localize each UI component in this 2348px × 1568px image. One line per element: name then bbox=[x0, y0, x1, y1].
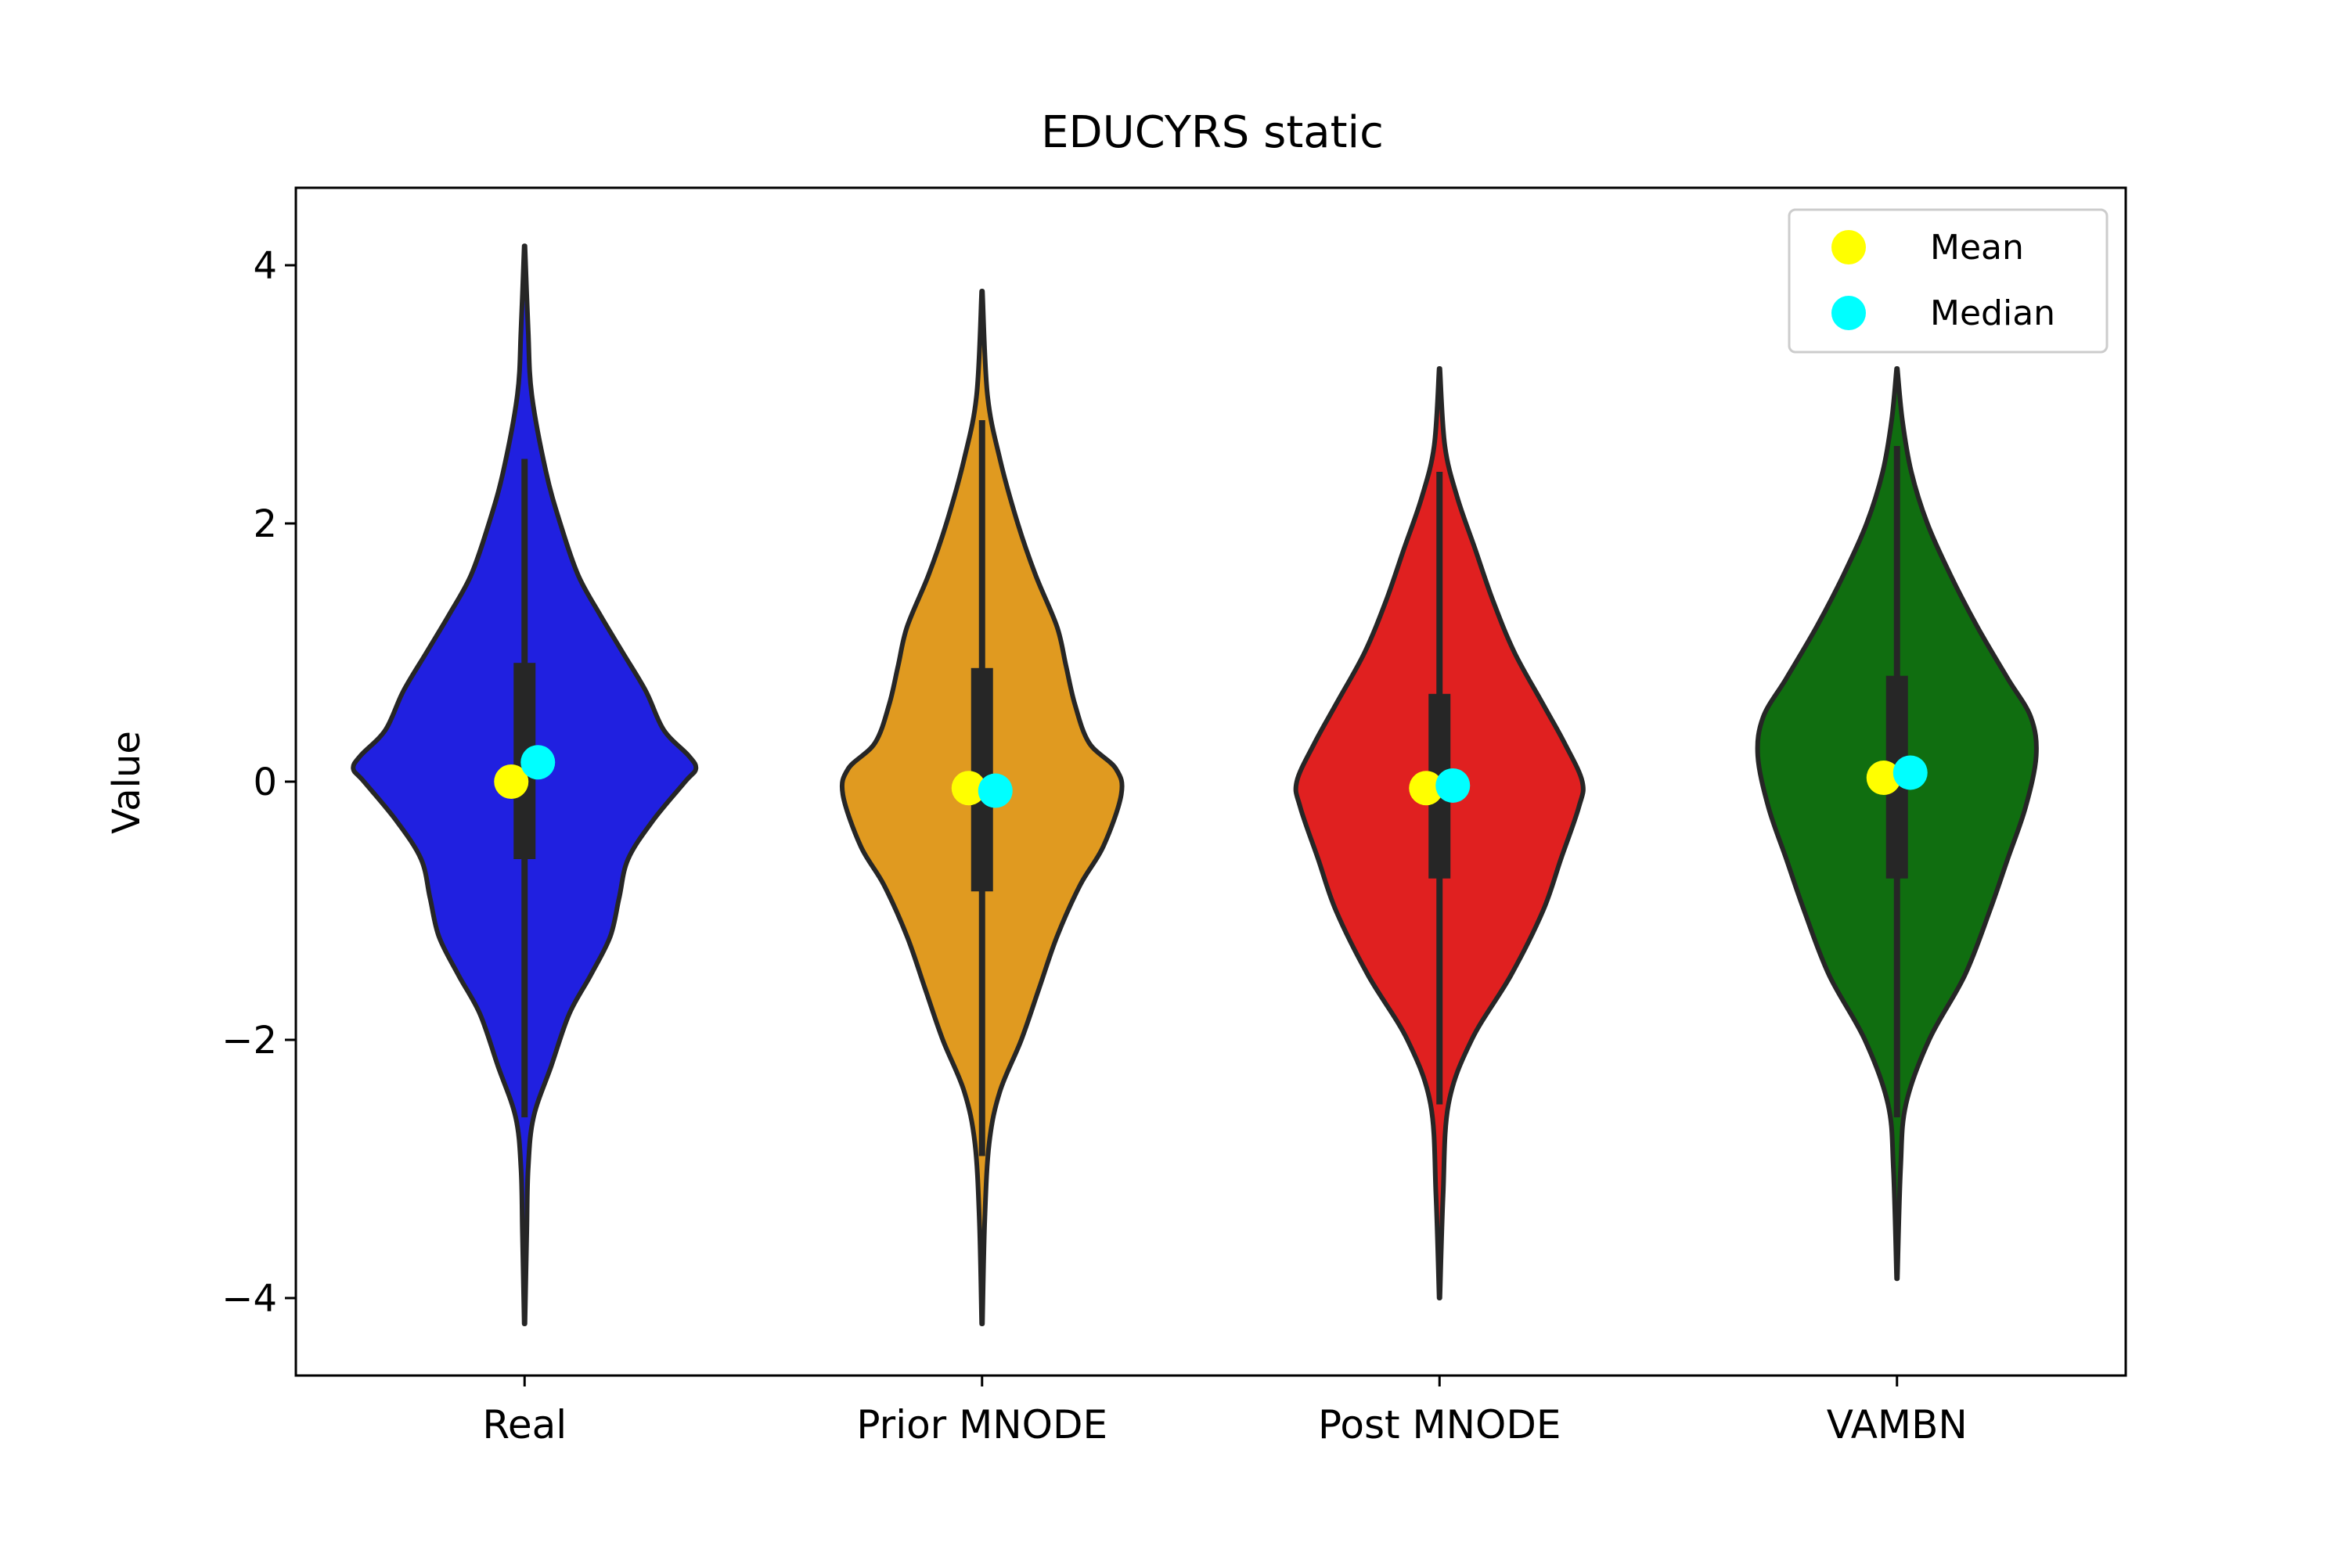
median-point bbox=[1435, 768, 1471, 803]
x-tick-label: Post MNODE bbox=[1318, 1402, 1561, 1448]
x-tick-label: Real bbox=[482, 1402, 567, 1448]
mean-point bbox=[494, 764, 529, 799]
y-tick-label: 0 bbox=[253, 761, 277, 804]
y-tick-label: −2 bbox=[221, 1019, 277, 1063]
median-point bbox=[978, 773, 1013, 808]
legend-label-mean: Mean bbox=[1930, 228, 2024, 268]
plot-area: 4 2 0 −2 −4 Real Prior MNODE Post MNODE VAMBN bbox=[221, 186, 2127, 1448]
mean-point bbox=[1866, 761, 1901, 796]
violin-prior-mnode bbox=[839, 289, 1125, 1326]
median-point bbox=[520, 745, 556, 780]
mean-point bbox=[951, 771, 986, 806]
legend-label-median: Median bbox=[1930, 293, 2055, 333]
x-tick-label: VAMBN bbox=[1827, 1402, 1968, 1448]
y-tick-label: −4 bbox=[221, 1277, 277, 1321]
violin-vambn bbox=[1755, 366, 2039, 1282]
chart-title: EDUCYRS static bbox=[1041, 107, 1384, 158]
legend-box bbox=[1788, 208, 2109, 354]
x-tick-label: Prior MNODE bbox=[856, 1402, 1107, 1448]
y-axis-label: Value bbox=[105, 731, 149, 834]
median-point bbox=[1892, 755, 1928, 790]
legend-marker-mean bbox=[1831, 230, 1866, 264]
mean-point bbox=[1409, 771, 1444, 806]
legend-marker-median bbox=[1831, 296, 1866, 330]
y-tick-label: 4 bbox=[253, 244, 277, 288]
violin-real bbox=[351, 243, 699, 1326]
violin-post-mnode bbox=[1293, 366, 1586, 1300]
legend: Mean Median bbox=[1788, 208, 2109, 354]
y-tick-label: 2 bbox=[253, 502, 277, 546]
